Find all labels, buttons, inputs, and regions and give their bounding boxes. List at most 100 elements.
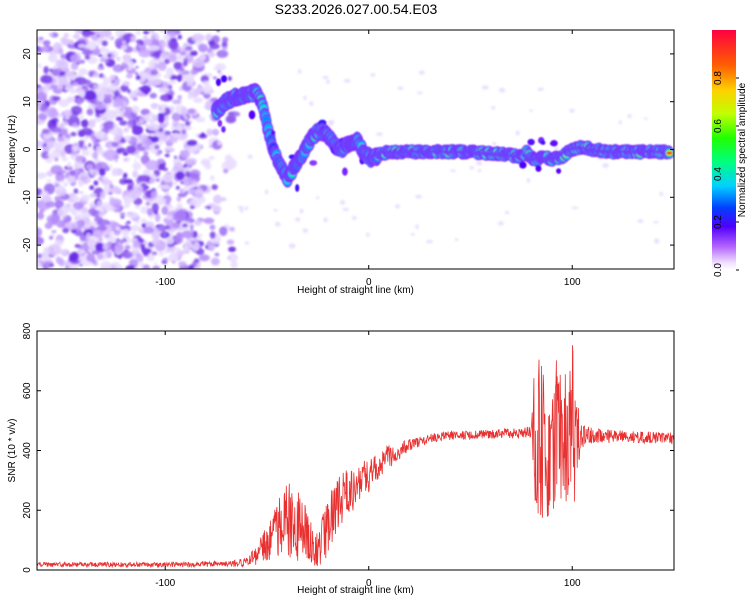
spectrogram-noise-blob [210, 257, 220, 266]
spectrogram-noise-blob [191, 33, 205, 42]
spectrogram-noise-blob [58, 113, 62, 119]
spectrogram-noise-blob [111, 171, 118, 177]
spectrogram-noise-blob [69, 169, 76, 177]
snr-y-axis-label: SNR (10 * v/v) [7, 419, 18, 483]
spectrogram-noise-blob [148, 59, 156, 70]
spectrogram-noise-blob [91, 250, 97, 255]
spectrogram-noise-blob [49, 51, 53, 55]
spectrogram-noise-blob [418, 70, 425, 75]
spectrogram-noise-blob [351, 215, 357, 220]
spectrogram-noise-blob [288, 243, 296, 249]
spectrogram-ridge-cell [666, 152, 673, 154]
spectrogram-noise-blob [100, 265, 113, 269]
spectrogram-noise-blob [183, 226, 190, 232]
spectrogram-noise-blob [81, 30, 92, 37]
spectrogram-noise-blob [415, 194, 422, 199]
spectrogram-noise-blob [123, 235, 129, 240]
spectrogram-noise-blob [131, 231, 136, 236]
spectrogram-noise-blob [111, 168, 119, 172]
spectrogram-noise-blob [476, 160, 483, 166]
spectrogram-noise-blob [214, 63, 226, 71]
spectrogram-noise-blob [161, 42, 166, 48]
spectrogram-ridge-cell [556, 168, 562, 174]
spectrogram-ridge-cell [527, 138, 535, 146]
spectrogram-noise-blob [109, 82, 117, 92]
spectrogram-noise-blob [99, 57, 105, 63]
spectrogram-noise-blob [129, 224, 141, 232]
spectrogram-noise-blob [83, 216, 90, 223]
spectrogram-noise-blob [159, 30, 166, 33]
spectrogram-noise-blob [183, 240, 193, 250]
spectrogram-noise-blob [176, 203, 183, 210]
spectrogram-noise-blob [109, 184, 114, 189]
spectrogram-noise-blob [145, 185, 150, 189]
spectrogram-noise-blob [37, 200, 46, 208]
spectrogram-noise-blob [50, 149, 61, 159]
spectrogram-noise-blob [175, 185, 180, 190]
spectrogram-noise-blob [109, 236, 117, 242]
spectrogram-noise-blob [63, 109, 73, 117]
spectrogram-noise-blob [113, 97, 121, 108]
spectrogram-noise-blob [166, 215, 173, 220]
spectrogram-noise-blob [183, 115, 189, 120]
spectrogram-noise-blob [80, 127, 93, 136]
spectrogram-noise-blob [143, 72, 151, 79]
spectrogram-noise-blob [70, 53, 82, 64]
spectrogram-noise-blob [187, 108, 196, 115]
spectrogram-noise-blob [125, 265, 137, 269]
spectrogram-noise-blob [101, 75, 106, 79]
spectrogram-noise-blob [85, 164, 94, 170]
spectrogram-noise-blob [41, 128, 51, 135]
spectrogram-ridge-cell [221, 126, 226, 133]
spectrogram-noise-blob [50, 165, 63, 175]
spectrogram-noise-blob [49, 126, 62, 133]
spectrogram-noise-blob [41, 46, 49, 52]
spectrogram-noise-blob [161, 206, 169, 215]
spectrogram-noise-blob [218, 71, 224, 76]
spectrogram-noise-blob [163, 74, 172, 79]
spectrogram-noise-blob [52, 96, 61, 102]
snr-x-tick-label: -100 [155, 578, 175, 589]
spectrogram-noise-blob [247, 154, 253, 159]
spectrogram-noise-blob [43, 66, 49, 75]
spectrogram-noise-blob [426, 239, 434, 244]
spectrogram-noise-blob [342, 207, 350, 212]
spectrogram-ridge-cell [309, 160, 318, 166]
spectrogram-noise-blob [56, 86, 61, 90]
spectrogram-noise-blob [60, 124, 64, 128]
spectrogram-noise-blob [227, 256, 231, 260]
spectrogram-noise-blob [98, 30, 111, 37]
spectrogram-noise-blob [185, 45, 193, 51]
spectrogram-noise-blob [116, 56, 121, 62]
spectrogram-noise-blob [48, 32, 54, 37]
spectrogram-noise [37, 30, 666, 269]
spectrogram-noise-blob [124, 135, 131, 142]
colorbar-gradient [712, 30, 736, 270]
spectrogram-noise-blob [161, 231, 167, 237]
spectrogram-noise-blob [222, 46, 228, 51]
spectrogram-noise-blob [122, 54, 132, 62]
spectrogram-noise-blob [164, 146, 173, 152]
spectrogram-noise-blob [158, 251, 164, 257]
spectrogram-noise-blob [88, 143, 92, 148]
spectrogram-noise-blob [77, 249, 86, 255]
spectrogram-noise-blob [45, 201, 56, 208]
spectrogram-noise-blob [74, 230, 84, 237]
spectrogram-noise-blob [151, 238, 160, 246]
spectrogram-noise-blob [54, 180, 58, 187]
spectrogram-noise-blob [190, 227, 194, 231]
spectrogram-noise-blob [58, 99, 70, 108]
spectrogram-noise-blob [395, 203, 401, 209]
spectrogram-noise-blob [627, 113, 632, 119]
spectrogram-noise-blob [165, 237, 175, 245]
spectrogram-noise-blob [156, 104, 162, 107]
spectrogram-noise-blob [537, 87, 544, 92]
spectrogram-noise-blob [571, 206, 579, 210]
spectrogram-noise-blob [150, 190, 158, 199]
spectrogram-noise-blob [122, 172, 128, 179]
spectrogram-noise-blob [180, 122, 185, 127]
spectrogram-noise-blob [139, 262, 145, 268]
spectrogram-ridge-cell [248, 110, 256, 120]
spectrogram-noise-blob [124, 244, 131, 250]
